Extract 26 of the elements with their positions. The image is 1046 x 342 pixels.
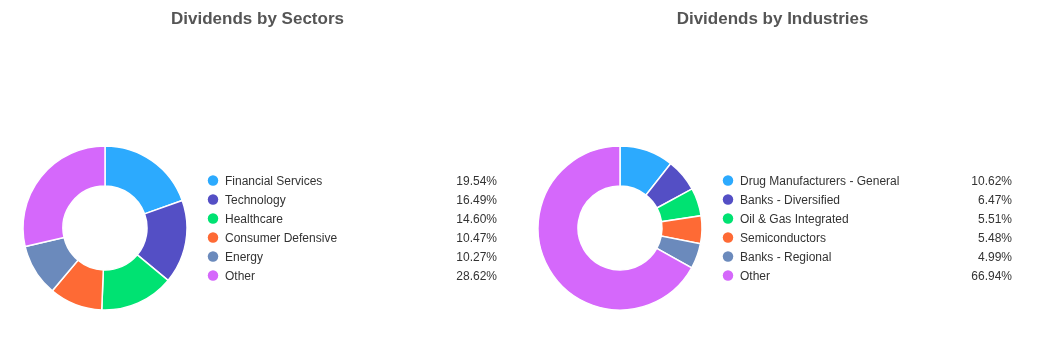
data-label: 6.47% — [977, 192, 1013, 207]
chart-title: Dividends by Industries — [676, 9, 869, 28]
data-label: 10.62% — [971, 173, 1013, 188]
data-label: 10.27% — [456, 249, 498, 264]
legend-label: Other — [225, 268, 256, 283]
chart-title: Dividends by Sectors — [171, 9, 344, 28]
data-label: 5.51% — [977, 211, 1013, 226]
data-label: 5.48% — [977, 230, 1013, 245]
legend-label: Oil & Gas Integrated — [740, 211, 849, 226]
data-label: 10.47% — [456, 230, 498, 245]
data-label: 16.49% — [456, 192, 498, 207]
legend-label: Financial Services — [225, 173, 323, 188]
legend-label: Banks - Diversified — [740, 192, 841, 207]
legend-label: Other — [740, 268, 771, 283]
legend-label: Consumer Defensive — [225, 230, 338, 245]
legend-label: Energy — [225, 249, 264, 264]
legend-label: Technology — [225, 192, 286, 207]
data-label: 19.54% — [456, 173, 498, 188]
legend-label: Healthcare — [225, 211, 284, 226]
data-label: 66.94% — [971, 268, 1013, 283]
legend-label: Drug Manufacturers - General — [740, 173, 900, 188]
legend-label: Banks - Regional — [740, 249, 832, 264]
data-label: 28.62% — [456, 268, 498, 283]
data-label: 4.99% — [977, 249, 1013, 264]
data-label: 14.60% — [456, 211, 498, 226]
legend-label: Semiconductors — [740, 230, 827, 245]
